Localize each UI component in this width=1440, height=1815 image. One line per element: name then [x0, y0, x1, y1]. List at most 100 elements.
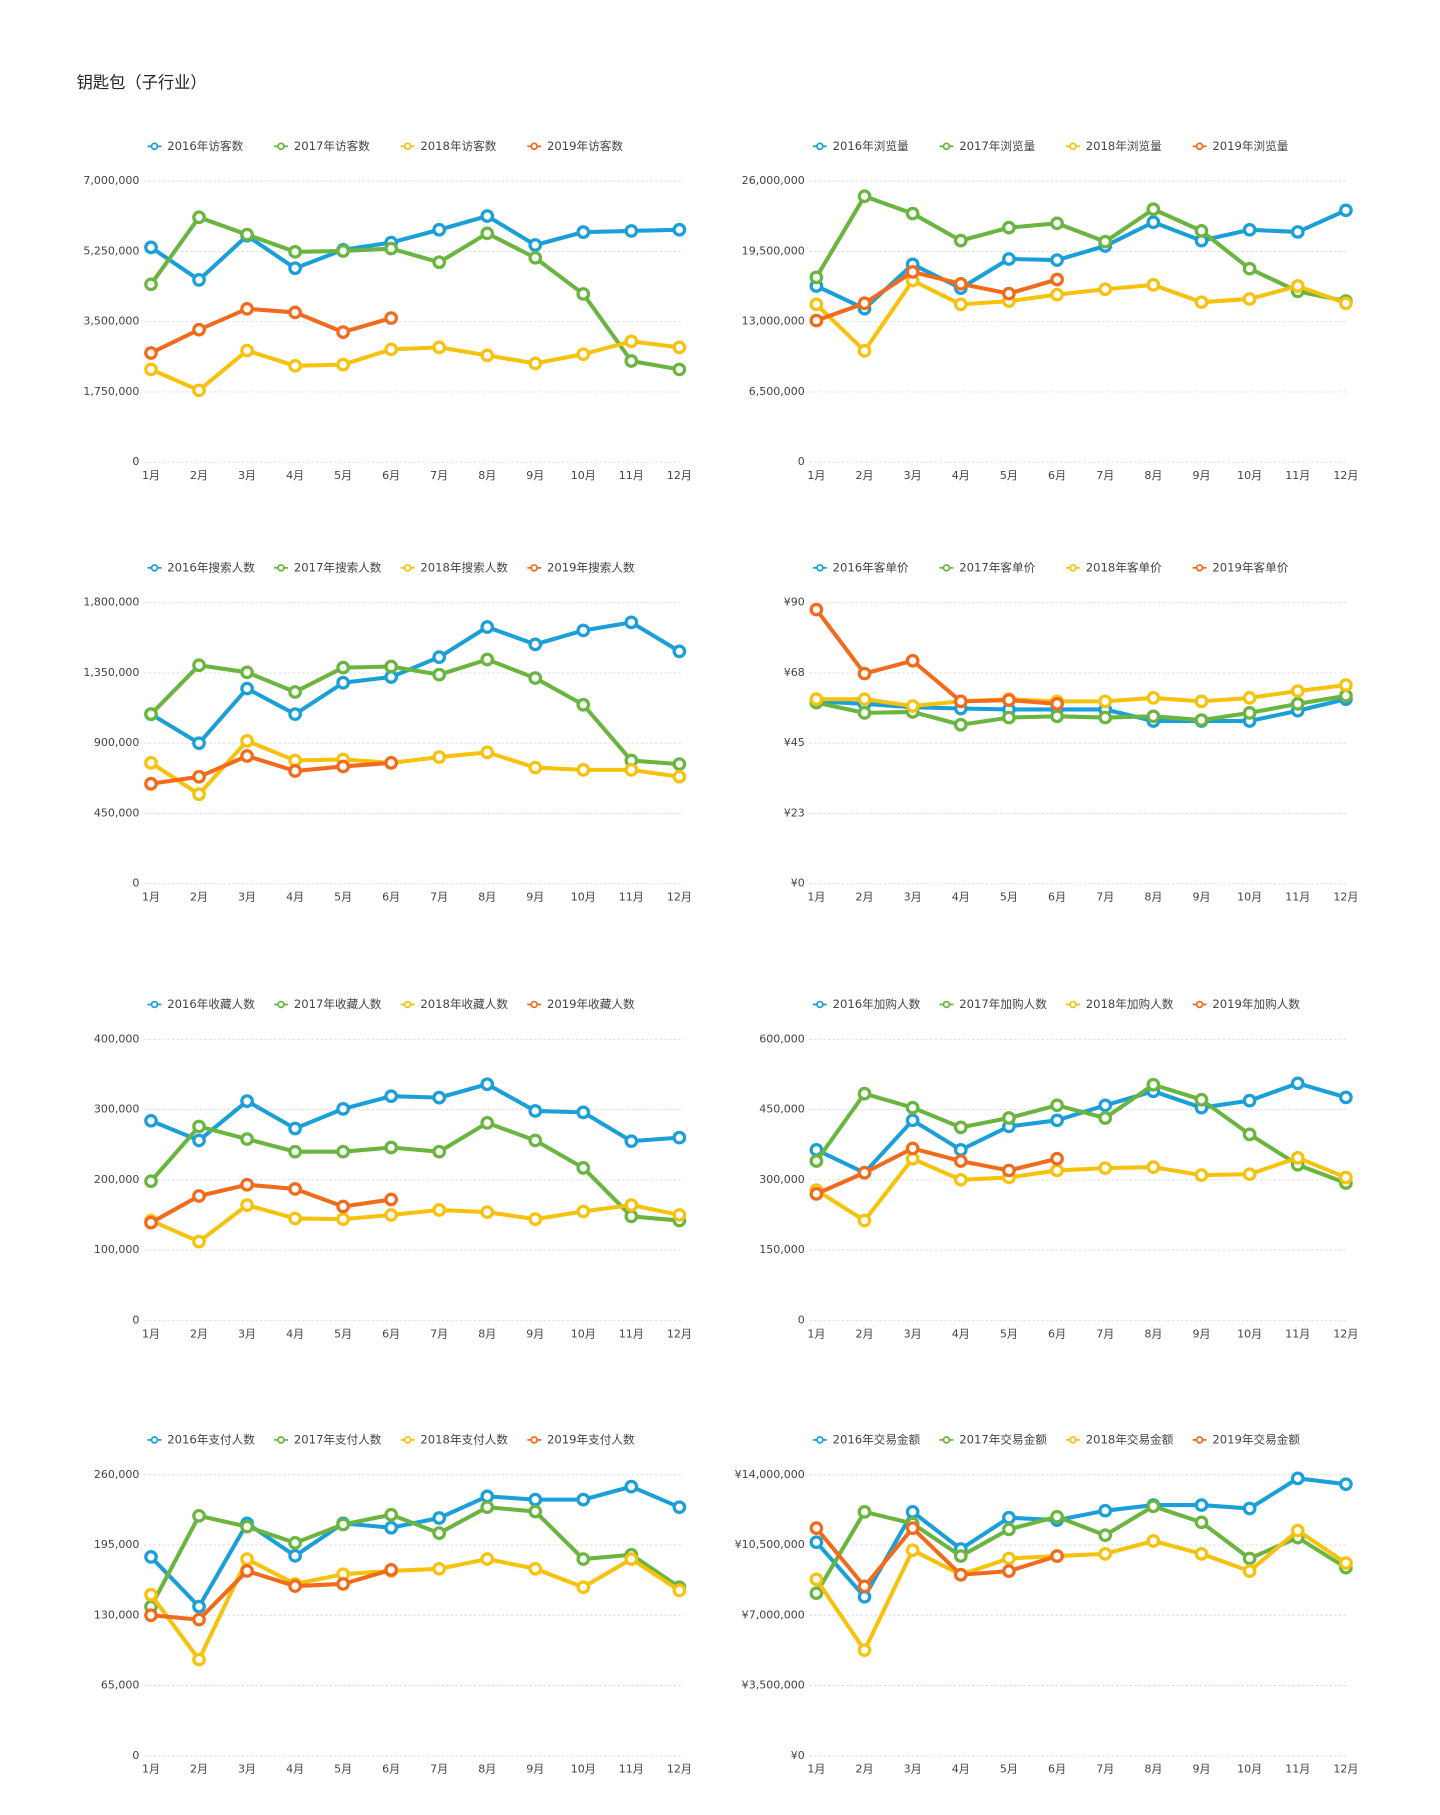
point [1194, 1092, 1209, 1107]
legend-label: 2019年访客数 [547, 139, 623, 153]
point [432, 1511, 447, 1525]
point [288, 685, 302, 699]
point [144, 776, 158, 791]
x-tick-label: 3月 [238, 469, 256, 482]
x-tick-label: 8月 [478, 1327, 496, 1340]
point [1194, 1498, 1209, 1512]
page-title: 钥匙包（子行业） [77, 73, 207, 92]
series-line [149, 1557, 681, 1662]
x-tick-label: 12月 [1333, 1763, 1358, 1776]
series-line [149, 1505, 681, 1608]
point [480, 1077, 495, 1092]
point [809, 297, 824, 312]
legend-marker [816, 1436, 824, 1444]
point [1050, 216, 1064, 231]
point [1339, 1090, 1353, 1105]
x-tick-label: 7月 [430, 469, 448, 482]
y-tick-label: ¥23 [784, 806, 805, 819]
point [288, 1536, 302, 1550]
point [857, 692, 872, 707]
x-tick-label: 2月 [190, 469, 208, 482]
point [809, 270, 824, 285]
series-line [814, 1526, 1058, 1589]
point [576, 1580, 591, 1595]
point [480, 745, 495, 760]
x-tick-label: 9月 [526, 1763, 544, 1776]
point [192, 322, 206, 337]
point [1242, 691, 1257, 705]
point [1098, 694, 1113, 709]
point [857, 189, 872, 204]
x-tick-label: 1月 [807, 469, 825, 482]
legend-marker [150, 142, 159, 151]
point [288, 244, 302, 259]
x-tick-label: 7月 [1096, 1763, 1114, 1776]
point [809, 1187, 824, 1201]
y-tick-label: ¥0 [791, 877, 805, 890]
point [1002, 252, 1016, 266]
legend-marker [1069, 564, 1077, 572]
point [857, 1643, 872, 1658]
x-tick-label: 6月 [1048, 1763, 1066, 1776]
point [336, 1577, 350, 1591]
legend-label: 2019年交易金额 [1212, 1432, 1300, 1446]
point [905, 1521, 920, 1536]
point [809, 1572, 824, 1587]
point [384, 1520, 399, 1535]
series-line [149, 214, 680, 282]
legend-label: 2018年支付人数 [420, 1432, 508, 1446]
legend-label: 2018年交易金额 [1086, 1432, 1174, 1446]
point [672, 644, 687, 659]
point [384, 1192, 399, 1207]
point [384, 241, 399, 256]
chart: 0 65,000 130,000 195,000 260,000 1月 2月 3月 4月 5月 6月… [94, 1432, 692, 1775]
series-line [149, 620, 681, 746]
legend-marker [403, 564, 412, 572]
legend-label: 2018年搜索人数 [420, 560, 508, 574]
legend-marker [1195, 1436, 1204, 1444]
point [528, 1504, 543, 1519]
legend-label: 2016年访客数 [167, 139, 243, 153]
point [1339, 1477, 1353, 1492]
point [144, 707, 158, 721]
point [432, 340, 447, 355]
series-line [815, 1155, 1347, 1223]
x-tick-label: 9月 [1192, 1763, 1210, 1776]
series-line [149, 657, 680, 767]
point [192, 1189, 206, 1203]
x-tick-label: 8月 [478, 1763, 496, 1776]
legend-marker [277, 564, 285, 572]
point [192, 1652, 206, 1667]
series-line [149, 738, 680, 797]
point [1146, 1077, 1161, 1092]
legend-label: 2018年客单价 [1086, 560, 1162, 574]
point [857, 1086, 872, 1101]
y-tick-label: 600,000 [759, 1032, 805, 1045]
x-tick-label: 2月 [190, 1327, 208, 1340]
point [1002, 1564, 1016, 1578]
point [1098, 282, 1113, 297]
point [480, 652, 495, 667]
point [1050, 272, 1064, 287]
chart: ¥0 ¥3,500,000 ¥7,000,000 ¥10,500,000 ¥14,000… [735, 1432, 1359, 1775]
point [480, 209, 495, 223]
point [857, 343, 872, 358]
point [192, 383, 206, 398]
legend-marker [1069, 1436, 1077, 1444]
point [953, 276, 968, 291]
x-tick-label: 4月 [952, 469, 970, 482]
point [576, 1105, 591, 1120]
point [624, 354, 639, 368]
legend-label: 2017年收藏人数 [294, 997, 382, 1011]
point [1290, 1523, 1305, 1538]
x-tick-label: 5月 [334, 891, 352, 904]
legend-label: 2017年交易金额 [959, 1432, 1047, 1446]
y-tick-label: 0 [798, 455, 805, 468]
point [528, 1492, 543, 1507]
x-tick-label: 10月 [571, 1327, 596, 1340]
chart: ¥0 ¥23 ¥45 ¥68 ¥90 1月 2月 3月 4月 5月 6月 7月 8月 9月 10月 11月 12… [784, 560, 1359, 903]
x-tick-label: 4月 [952, 1763, 970, 1776]
legend-label: 2017年客单价 [959, 560, 1035, 574]
point [1339, 688, 1353, 703]
point [1050, 1549, 1064, 1563]
